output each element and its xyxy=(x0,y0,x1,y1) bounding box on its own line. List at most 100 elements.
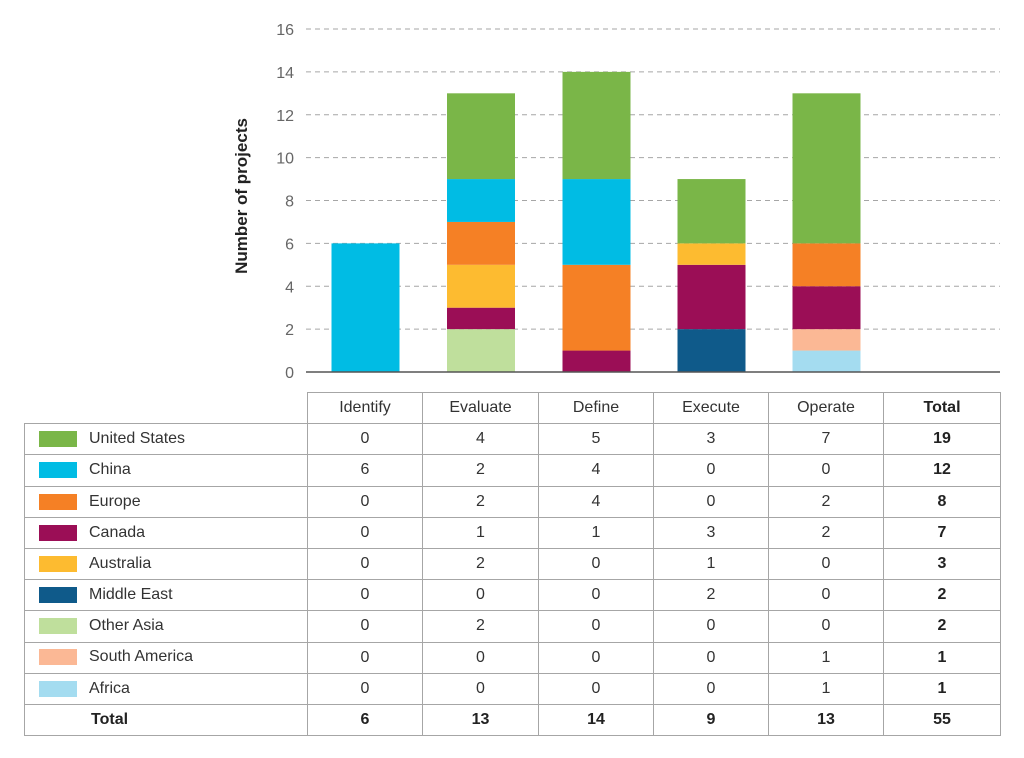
legend-entry: South America xyxy=(24,641,308,674)
legend-swatch xyxy=(39,587,77,604)
table-cell: 0 xyxy=(307,610,423,643)
table-cell: 0 xyxy=(768,547,884,581)
bar-segment xyxy=(447,329,515,372)
table-row: Canada 0 1 1 3 2 7 xyxy=(24,516,1001,549)
grid-lines xyxy=(306,28,1000,330)
data-table: Identify Evaluate Define Execute Operate… xyxy=(24,391,1001,737)
table-header-total: Total xyxy=(883,391,1001,425)
y-tick-label: 14 xyxy=(276,65,294,82)
grand-total-cell: 55 xyxy=(883,703,1001,737)
bar-segment xyxy=(447,264,515,308)
column-total-cell: 13 xyxy=(422,703,539,737)
table-body: United States 0 4 5 3 7 19 China 6 2 4 0 0 12 Europe 0 2… xyxy=(24,423,1001,737)
row-total-cell: 2 xyxy=(883,579,1001,612)
table-cell: 2 xyxy=(768,516,884,549)
bars xyxy=(331,71,861,372)
row-total-cell: 19 xyxy=(883,423,1001,456)
legend-label: Canada xyxy=(89,523,146,541)
row-total-cell: 3 xyxy=(883,547,1001,581)
legend-entry: Canada xyxy=(24,516,308,549)
table-cell: 0 xyxy=(538,610,654,643)
bar-segment xyxy=(677,243,746,265)
bar-segment xyxy=(792,329,861,351)
row-total-cell: 7 xyxy=(883,516,1001,549)
legend-swatch xyxy=(39,649,77,666)
table-row: United States 0 4 5 3 7 19 xyxy=(24,423,1001,456)
table-header: Identify xyxy=(307,391,423,425)
table-cell: 0 xyxy=(768,579,884,612)
legend-swatch xyxy=(39,680,77,697)
legend-entry: Other Asia xyxy=(24,610,308,643)
table-row: South America 0 0 0 0 1 1 xyxy=(24,641,1001,674)
legend-swatch xyxy=(39,431,77,448)
bar-segment xyxy=(677,264,746,330)
table-cell: 0 xyxy=(538,579,654,612)
legend-entry: Europe xyxy=(24,485,308,518)
table-header: Evaluate xyxy=(422,391,539,425)
y-tick-label: 8 xyxy=(285,194,294,211)
table-cell: 0 xyxy=(422,579,539,612)
bar-segment xyxy=(562,350,631,372)
legend-swatch xyxy=(39,493,77,510)
bar-segment xyxy=(562,71,631,180)
row-total-cell: 2 xyxy=(883,610,1001,643)
row-total-cell: 1 xyxy=(883,672,1001,705)
table-cell: 3 xyxy=(653,516,769,549)
table-cell: 0 xyxy=(307,485,423,518)
table-cell: 0 xyxy=(307,547,423,581)
table-cell: 0 xyxy=(768,610,884,643)
table-cell: 0 xyxy=(653,672,769,705)
legend-entry: China xyxy=(24,454,308,487)
bar-segment xyxy=(562,264,631,351)
table-cell: 2 xyxy=(653,579,769,612)
table-cell: 0 xyxy=(538,672,654,705)
table-cell: 1 xyxy=(768,641,884,674)
row-total-cell: 8 xyxy=(883,485,1001,518)
table-cell: 0 xyxy=(653,485,769,518)
row-total-cell: 1 xyxy=(883,641,1001,674)
y-tick-label: 4 xyxy=(285,279,294,296)
y-tick-label: 0 xyxy=(285,365,294,382)
legend-label: Australia xyxy=(89,554,152,572)
table-row: China 6 2 4 0 0 12 xyxy=(24,454,1001,487)
bar-segment xyxy=(677,329,746,372)
table-header-row: Identify Evaluate Define Execute Operate… xyxy=(24,391,1001,425)
y-tick-label: 2 xyxy=(285,322,294,339)
y-axis-ticks: 0 2 4 6 8 10 12 14 16 xyxy=(276,22,294,382)
legend-entry: Australia xyxy=(24,547,308,581)
table-header: Operate xyxy=(768,391,884,425)
y-tick-label: 6 xyxy=(285,236,294,253)
legend-entry: United States xyxy=(24,423,308,456)
table-cell: 0 xyxy=(538,641,654,674)
y-tick-label: 16 xyxy=(276,22,294,39)
bar-segment xyxy=(792,243,861,287)
table-cell: 2 xyxy=(422,454,539,487)
table-cell: 0 xyxy=(653,641,769,674)
table-cell: 3 xyxy=(653,423,769,456)
bar-segment xyxy=(792,286,861,330)
table-cell: 1 xyxy=(653,547,769,581)
table-header: Execute xyxy=(653,391,769,425)
legend-entry: Africa xyxy=(24,672,308,705)
table-cell: 0 xyxy=(307,672,423,705)
column-total-cell: 13 xyxy=(768,703,884,737)
table-cell: 4 xyxy=(538,485,654,518)
table-cell: 1 xyxy=(768,672,884,705)
bar-segment xyxy=(447,179,515,222)
legend-label: Africa xyxy=(89,679,130,697)
table-cell: 6 xyxy=(307,454,423,487)
table-header: Define xyxy=(538,391,654,425)
bar-segment xyxy=(562,179,631,265)
table-corner xyxy=(24,392,308,425)
column-total-cell: 6 xyxy=(307,703,423,737)
y-axis-label: Number of projects xyxy=(232,118,251,274)
table-row: Other Asia 0 2 0 0 0 2 xyxy=(24,610,1001,643)
table-cell: 0 xyxy=(422,672,539,705)
bar-segment xyxy=(792,350,861,372)
bar-segment xyxy=(677,179,746,244)
table-cell: 0 xyxy=(768,454,884,487)
legend-label: Middle East xyxy=(89,586,173,604)
table-row: Australia 0 2 0 1 0 3 xyxy=(24,547,1001,581)
table-row: Africa 0 0 0 0 1 1 xyxy=(24,672,1001,705)
table-cell: 2 xyxy=(768,485,884,518)
